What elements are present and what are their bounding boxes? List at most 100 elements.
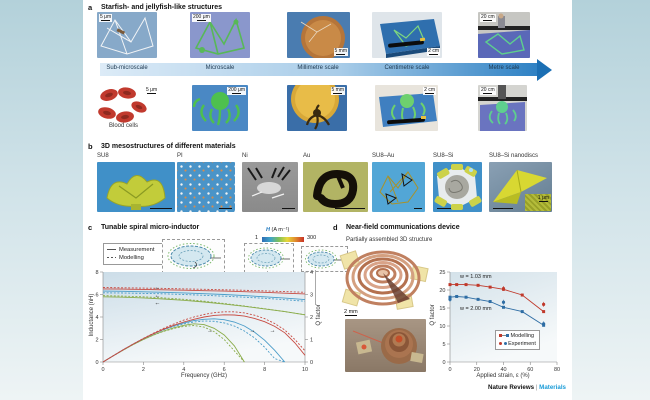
micrograph-jellyfish-200um: 200 μm xyxy=(192,85,248,131)
spiral-coil-graphic xyxy=(167,243,221,269)
gold-coin-graphic xyxy=(291,85,339,130)
solid-line-key xyxy=(107,248,116,250)
svg-text:4: 4 xyxy=(310,270,313,276)
photo-jellyfish-coin: 5 mm xyxy=(287,85,347,131)
dashed-line-key xyxy=(107,256,116,258)
su8-si-graphic xyxy=(434,164,482,210)
series-label-w200: w = 2.00 mm xyxy=(460,306,492,312)
micrograph-su8-si-nanodiscs: 1 μm xyxy=(489,162,552,212)
svg-text:2: 2 xyxy=(142,367,145,373)
scale-badge: 200 μm xyxy=(192,14,211,22)
coil-illustration xyxy=(339,250,429,310)
legend-item-modelling: Modelling xyxy=(499,332,536,340)
panel-b-label: b xyxy=(88,142,93,151)
svg-text:25: 25 xyxy=(439,270,445,276)
scale-bar xyxy=(414,207,422,209)
scale-bar xyxy=(335,207,365,209)
spiral-coil-graphic xyxy=(248,247,290,269)
panel-a-title: Starfish- and jellyfish-like structures xyxy=(101,3,222,11)
room-graphic xyxy=(478,13,530,58)
scale-badge: 20 cm xyxy=(480,14,496,22)
svg-text:0: 0 xyxy=(442,360,445,366)
chart-c-xlabel: Frequency (GHz) xyxy=(180,373,227,379)
panel-c-label: c xyxy=(88,223,93,232)
journal-footer: Nature Reviews | Materials xyxy=(488,384,566,391)
colorbar-variable: H xyxy=(266,227,270,233)
photo-centimetre: 2 cm xyxy=(372,12,442,58)
svg-text:3: 3 xyxy=(310,293,313,299)
micrograph-su8-au xyxy=(372,162,425,212)
scale-badge: 200 μm xyxy=(227,87,246,95)
ni-sem-graphic xyxy=(247,166,291,199)
blue-circle-key xyxy=(503,342,507,346)
scale-axis-label: Centimetre scale xyxy=(384,65,430,71)
material-label-su8-si: SU8–Si xyxy=(433,153,454,159)
scale-bar xyxy=(425,93,435,94)
panel-c-title: Tunable spiral micro-inductor xyxy=(101,223,200,231)
svg-text:6: 6 xyxy=(95,293,98,299)
device-photo xyxy=(345,319,426,372)
blood-cells-graphic xyxy=(98,87,147,123)
chart-d-xlabel: Applied strain, ε (%) xyxy=(476,373,530,379)
micrograph-microscale: 200 μm xyxy=(190,12,250,58)
nfc-chart: 0 20 40 60 80 0 5 10 15 20 25 xyxy=(439,270,560,373)
svg-text:5: 5 xyxy=(442,342,445,348)
coil-scale-badge: 2 mm xyxy=(344,309,358,316)
colorbar-min: 1 xyxy=(255,235,259,241)
scale-bar xyxy=(538,201,548,202)
scale-badge: 5 μm xyxy=(146,87,158,94)
colorbar-max: 300 xyxy=(307,235,317,241)
material-label-pi: PI xyxy=(177,153,183,159)
micrograph-millimetre: 5 mm xyxy=(287,12,350,58)
dash-key xyxy=(502,335,506,337)
scale-bar xyxy=(336,54,346,55)
svg-text:10: 10 xyxy=(302,367,308,373)
scale-axis-label: Millimetre scale xyxy=(297,65,339,71)
micrograph-su8 xyxy=(97,162,175,212)
material-label-au: Au xyxy=(303,153,311,159)
micrograph-pi xyxy=(177,162,235,212)
plate-jellyfish-graphic xyxy=(379,93,437,127)
photo-metre: 20 cm xyxy=(478,12,530,58)
svg-text:1: 1 xyxy=(310,338,313,344)
legend-item-modelling: Modelling xyxy=(107,254,167,262)
micrograph-au xyxy=(303,162,368,212)
scale-axis-arrowhead xyxy=(537,58,552,81)
coin-graphic xyxy=(300,16,345,58)
jellyfish-graphic xyxy=(192,92,240,126)
device-photo-graphic xyxy=(352,328,424,364)
series-label-w103: w = 1.03 mm xyxy=(460,274,492,280)
red-square-key xyxy=(499,334,502,338)
svg-text:2: 2 xyxy=(310,315,313,321)
svg-text:0: 0 xyxy=(95,360,98,366)
colorbar-units: (A m⁻¹) xyxy=(269,227,290,233)
nanodisc-inset: 1 μm xyxy=(525,194,551,211)
journal-title: Materials xyxy=(539,384,566,391)
svg-text:8: 8 xyxy=(263,367,266,373)
svg-text:4: 4 xyxy=(95,315,98,321)
micrograph-submicroscale: 5 μm xyxy=(97,12,157,58)
inset-scale-badge: 1 μm xyxy=(537,195,549,202)
blood-cells-caption: Blood cells xyxy=(109,123,139,129)
legend-item-experiment: Experiment xyxy=(499,340,536,348)
scale-badge: 2 cm xyxy=(427,48,440,56)
svg-text:80: 80 xyxy=(554,367,560,373)
colorbar-title: H (A m⁻¹) xyxy=(266,227,289,233)
chart-c-ylabel-left: Inductance (nH) xyxy=(89,293,95,337)
scale-bar xyxy=(147,93,157,94)
scale-badge: 20 cm xyxy=(480,87,496,95)
panel-a-label: a xyxy=(88,3,93,12)
svg-text:←: ← xyxy=(155,293,161,299)
micrograph-ni xyxy=(242,162,298,212)
chart-c-legend: Measurement Modelling xyxy=(103,243,171,265)
scale-bar xyxy=(232,93,242,94)
svg-text:0: 0 xyxy=(448,367,451,373)
svg-text:8: 8 xyxy=(95,270,98,276)
chart-c-ylabel-right: Q factor xyxy=(316,304,322,326)
journal-name: Nature Reviews xyxy=(488,384,535,391)
svg-text:15: 15 xyxy=(439,306,445,312)
spiral-inset-2 xyxy=(244,243,294,273)
svg-text:60: 60 xyxy=(527,367,533,373)
